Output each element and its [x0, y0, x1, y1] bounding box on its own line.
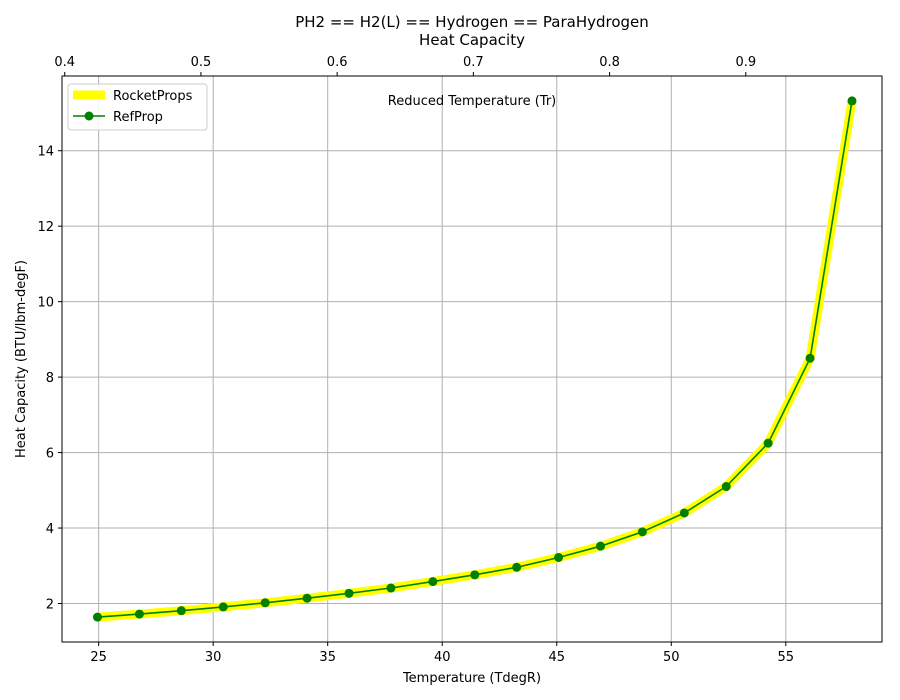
x2-tick-label: 0.7	[463, 55, 484, 70]
data-point-refprop	[260, 598, 270, 608]
axes-frame	[61, 75, 883, 643]
x2-tick-label: 0.4	[54, 55, 75, 70]
data-point-refprop	[344, 588, 354, 598]
data-point-refprop	[93, 612, 103, 622]
data-point-refprop	[721, 482, 731, 492]
x2-tick-label: 0.6	[327, 55, 348, 70]
y-tick-label: 4	[46, 522, 54, 537]
data-point-refprop	[637, 527, 647, 537]
chart-title-line-2: Heat Capacity	[419, 31, 525, 49]
y-axis-ticks: 2 4 6 8 10 12 14	[37, 145, 62, 613]
x-tick-label: 25	[90, 650, 107, 665]
grid-lines	[62, 76, 882, 642]
data-point-refprop	[218, 602, 228, 612]
x-tick-label: 55	[778, 650, 795, 665]
y-tick-label: 8	[46, 371, 54, 386]
chart-title-line-1: PH2 == H2(L) == Hydrogen == ParaHydrogen	[295, 13, 649, 31]
x-axis-label: Temperature (TdegR)	[402, 671, 541, 686]
legend-label-refprop: RefProp	[113, 110, 163, 125]
x2-tick-label: 0.5	[191, 55, 212, 70]
legend: RocketProps RefProp	[67, 83, 208, 131]
x-tick-label: 35	[319, 650, 336, 665]
y-tick-label: 12	[37, 220, 54, 235]
data-point-refprop	[763, 438, 773, 448]
data-point-refprop	[847, 96, 857, 106]
data-point-refprop	[386, 583, 396, 593]
data-point-refprop	[176, 606, 186, 616]
legend-marker-refprop	[84, 111, 94, 121]
data-point-refprop	[302, 593, 312, 603]
y-tick-label: 6	[46, 447, 54, 462]
data-point-refprop	[679, 508, 689, 518]
data-point-refprop	[595, 541, 605, 551]
legend-label-rocketprops: RocketProps	[113, 89, 193, 104]
top-x-axis-ticks: 0.4 0.5 0.6 0.7 0.8 0.9	[54, 55, 756, 76]
data-point-refprop	[134, 609, 144, 619]
x-tick-label: 45	[548, 650, 565, 665]
data-point-refprop	[805, 353, 815, 363]
x-axis-ticks: 25 30 35 40 45 50 55	[90, 642, 794, 665]
x-tick-label: 30	[205, 650, 222, 665]
y-tick-label: 2	[46, 598, 54, 613]
y-axis-label: Heat Capacity (BTU/lbm-degF)	[14, 260, 29, 458]
data-point-refprop	[554, 552, 564, 562]
data-point-refprop	[470, 570, 480, 580]
x2-tick-label: 0.9	[735, 55, 756, 70]
y-tick-label: 14	[37, 145, 54, 160]
top-x-axis-label: Reduced Temperature (Tr)	[388, 94, 556, 109]
x-tick-label: 50	[663, 650, 680, 665]
x2-tick-label: 0.8	[599, 55, 620, 70]
data-point-refprop	[512, 562, 522, 572]
y-tick-label: 10	[37, 296, 54, 311]
x-tick-label: 40	[434, 650, 451, 665]
data-point-refprop	[428, 577, 438, 587]
plot-area	[93, 96, 857, 622]
